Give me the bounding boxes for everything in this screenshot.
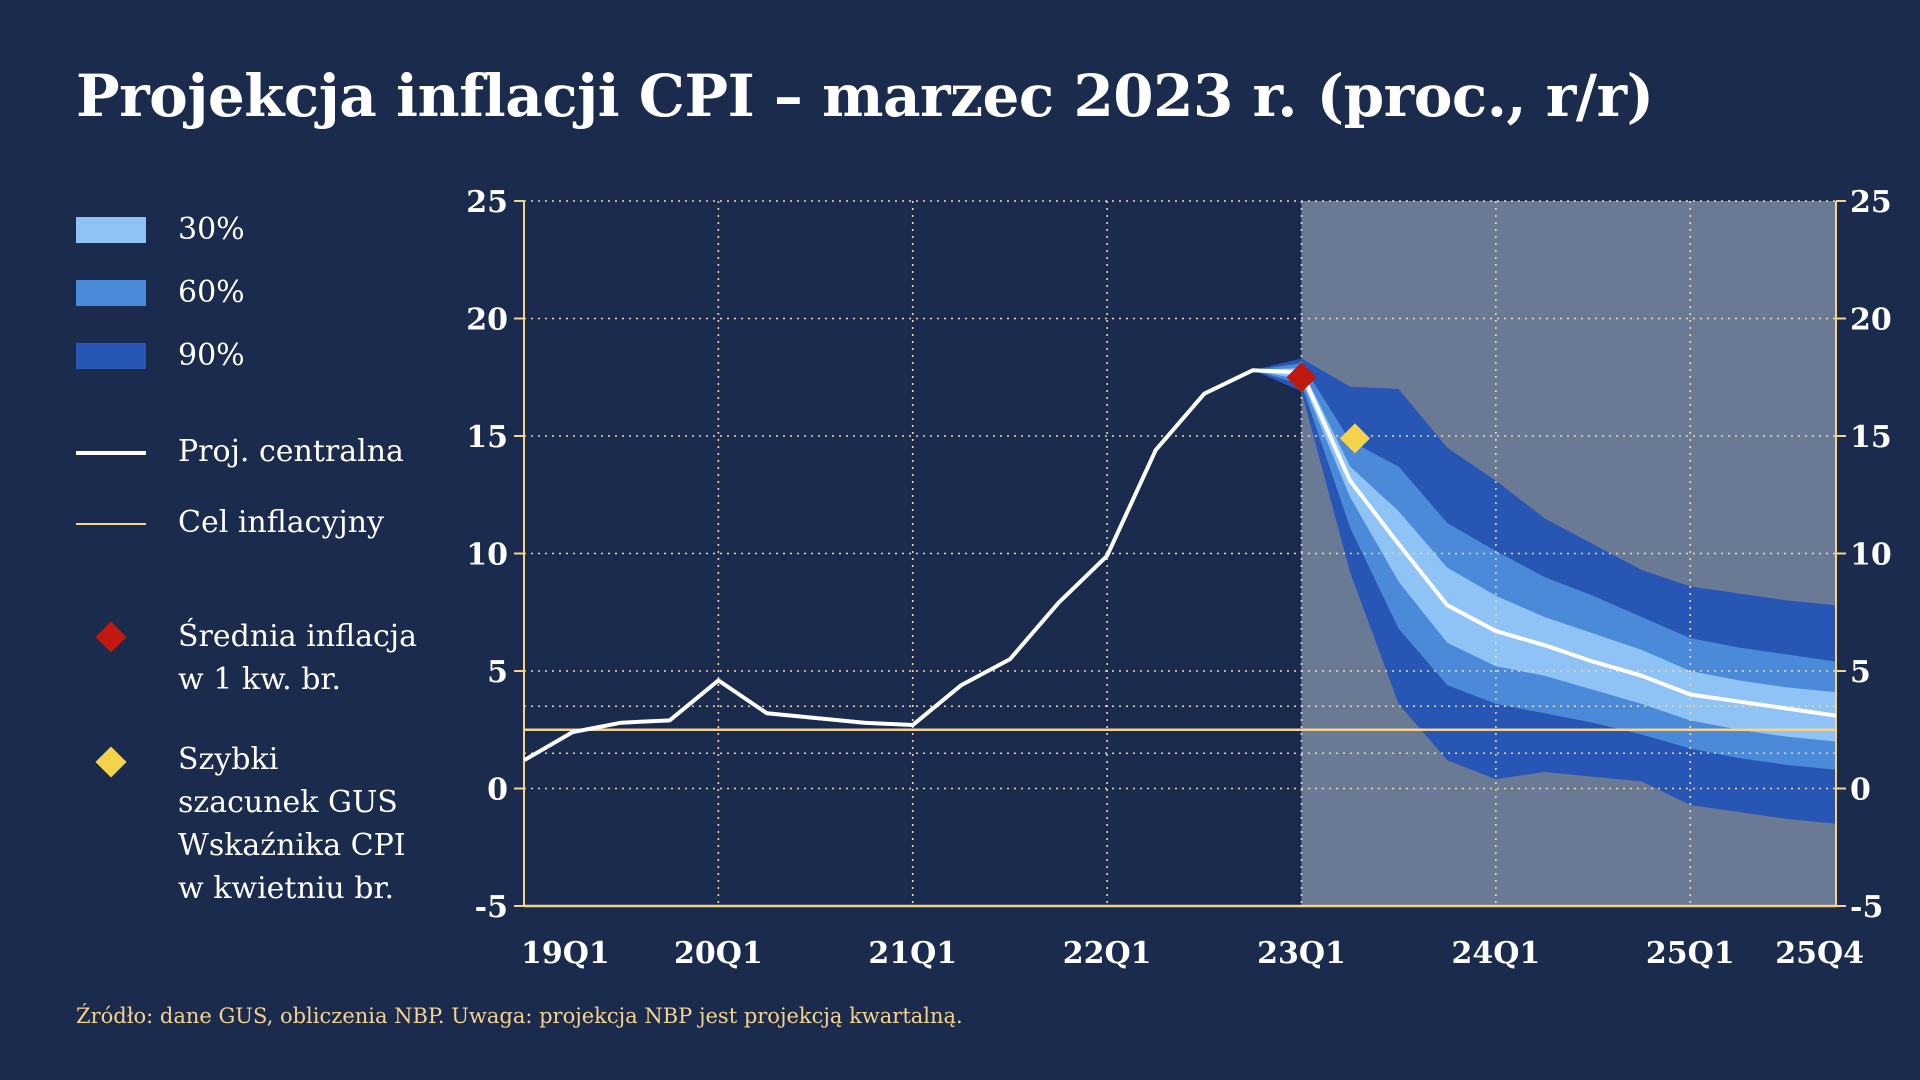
y-tick-label-left: 5 bbox=[487, 655, 508, 690]
source-note: Źródło: dane GUS, obliczenia NBP. Uwaga:… bbox=[76, 1004, 963, 1028]
y-tick-label-left: 10 bbox=[466, 538, 508, 573]
y-tick-label-left: 20 bbox=[466, 303, 508, 338]
y-tick-label-right: 0 bbox=[1850, 773, 1871, 808]
legend-label-flash-line2: szacunek GUS bbox=[178, 785, 398, 820]
central-projection-line bbox=[522, 368, 1837, 763]
legend-label-flash-line3: Wskaźnika CPI bbox=[178, 828, 406, 863]
flash-estimate-marker bbox=[1339, 423, 1370, 454]
y-tick-label-left: 15 bbox=[466, 420, 508, 455]
x-tick-label: 23Q1 bbox=[1257, 936, 1346, 971]
legend-label-avg-q1-line1: Średnia inflacja bbox=[178, 619, 417, 654]
avg-q1-marker bbox=[1286, 362, 1317, 393]
y-tick-label-right: -5 bbox=[1850, 890, 1883, 925]
legend-label-flash-line1: Szybki bbox=[178, 742, 279, 777]
y-tick-label-left: 25 bbox=[466, 185, 508, 220]
legend-swatch-60 bbox=[76, 280, 146, 306]
legend-label-central: Proj. centralna bbox=[178, 434, 404, 469]
legend-label-avg-q1-line2: w 1 kw. br. bbox=[178, 662, 341, 697]
y-tick-label-right: 25 bbox=[1850, 185, 1892, 220]
chart-title: Projekcja inflacji CPI – marzec 2023 r. … bbox=[76, 62, 1654, 130]
x-tick-label: 19Q1 bbox=[521, 936, 610, 971]
x-tick-label: 25Q4 bbox=[1775, 936, 1864, 971]
y-tick-label-left: 0 bbox=[487, 773, 508, 808]
x-tick-label: 24Q1 bbox=[1451, 936, 1540, 971]
legend-label-30: 30% bbox=[178, 212, 245, 247]
y-tick-label-right: 5 bbox=[1850, 655, 1871, 690]
legend-label-target: Cel inflacyjny bbox=[178, 505, 384, 540]
y-tick-label-right: 20 bbox=[1850, 303, 1892, 338]
band-60 bbox=[1252, 363, 1836, 770]
legend-label-90: 90% bbox=[178, 338, 245, 373]
y-tick-label-right: 15 bbox=[1850, 420, 1892, 455]
legend-line-target bbox=[76, 523, 146, 525]
legend-label-60: 60% bbox=[178, 275, 245, 310]
legend-label-flash-line4: w kwietniu br. bbox=[178, 871, 395, 906]
x-tick-label: 25Q1 bbox=[1646, 936, 1735, 971]
y-tick-label-right: 10 bbox=[1850, 538, 1892, 573]
x-tick-label: 22Q1 bbox=[1063, 936, 1152, 971]
legend-line-central bbox=[76, 451, 146, 455]
legend-swatch-30 bbox=[76, 217, 146, 243]
y-tick-label-left: -5 bbox=[475, 890, 508, 925]
x-tick-label: 20Q1 bbox=[674, 936, 763, 971]
x-tick-label: 21Q1 bbox=[868, 936, 957, 971]
band-30 bbox=[1252, 367, 1836, 742]
legend-swatch-90 bbox=[76, 343, 146, 369]
